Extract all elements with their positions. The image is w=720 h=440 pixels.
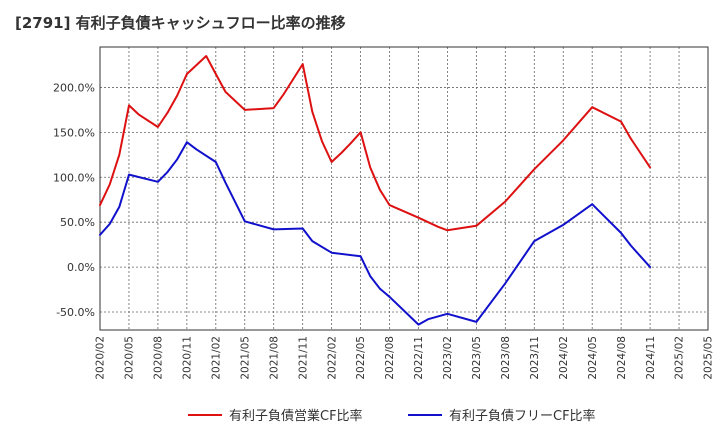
x-tick-label: 2021/05 [239,336,251,380]
x-tick-label: 2024/02 [558,336,570,380]
legend-label-2: 有利子負債フリーCF比率 [449,408,596,424]
x-tick-label: 2021/02 [210,336,222,380]
series-line-2 [99,141,652,326]
x-tick-label: 2022/11 [413,336,425,380]
x-tick-label: 2020/05 [124,336,136,380]
x-tick-label: 2021/11 [297,336,309,380]
x-tick-label: 2025/05 [703,336,715,380]
plot-area [100,47,708,330]
x-tick-label: 2020/02 [95,336,107,380]
y-tick-label: 0.0% [67,261,95,274]
x-tick-label: 2024/05 [587,336,599,380]
y-tick-label: 50.0% [60,216,95,229]
y-tick-label: -50.0% [56,306,95,319]
chart-title: [2791] 有利子負債キャッシュフロー比率の推移 [15,14,346,32]
plot-frame [99,46,709,331]
y-tick-label: 100.0% [53,171,95,184]
x-tick-label: 2025/02 [674,336,686,380]
x-tick-label: 2023/11 [529,336,541,380]
x-tick-label: 2023/02 [442,336,454,380]
series-line-1 [99,55,652,232]
x-tick-label: 2020/08 [153,336,165,380]
x-tick-label: 2021/08 [268,336,280,380]
x-tick-label: 2023/05 [471,336,483,380]
y-tick-label: 150.0% [53,126,95,139]
x-tick-label: 2024/08 [616,336,628,380]
x-tick-label: 2023/08 [500,336,512,380]
x-tick-label: 2024/11 [645,336,657,380]
x-tick-label: 2022/08 [384,336,396,380]
legend-label-1: 有利子負債営業CF比率 [229,408,363,424]
x-tick-label: 2020/11 [182,336,194,380]
x-tick-label: 2022/02 [326,336,338,380]
y-tick-label: 200.0% [53,81,95,94]
x-tick-label: 2022/05 [355,336,367,380]
